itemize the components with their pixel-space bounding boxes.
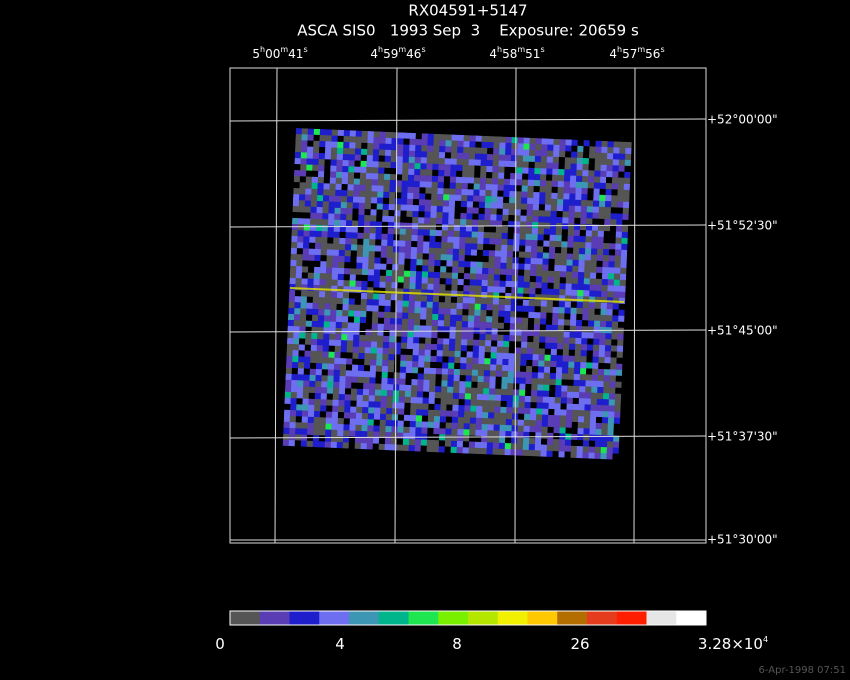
label-part: s: [660, 45, 664, 54]
dec-label: +51°45'00": [707, 324, 778, 338]
axis-label: 4: [335, 635, 345, 653]
colorbar-swatch: [259, 611, 290, 625]
label-part: 00: [265, 47, 280, 61]
label-part: 41: [288, 47, 303, 61]
axis-label: 4h58m51s: [489, 45, 544, 61]
label-part: h: [617, 45, 622, 54]
label-part: 4: [609, 47, 617, 61]
colorbar-swatch: [319, 611, 350, 625]
colorbar-swatch: [408, 611, 439, 625]
label-part: m: [517, 45, 525, 54]
colorbar-swatch: [587, 611, 618, 625]
label-part: 59: [383, 47, 398, 61]
label-part: 5: [252, 47, 260, 61]
colorbar-swatch: [438, 611, 469, 625]
colorbar-swatch: [289, 611, 320, 625]
label-part: s: [303, 45, 307, 54]
dec-label: +52°00'00": [707, 113, 778, 127]
colorbar-swatch: [527, 611, 558, 625]
label-part: 56: [645, 47, 660, 61]
frame: [229, 67, 707, 544]
label-part: h: [497, 45, 502, 54]
label-part: s: [540, 45, 544, 54]
axis-label: 0: [215, 635, 225, 653]
label-part: 4: [370, 47, 378, 61]
label-part: m: [280, 45, 288, 54]
label-part: 26: [570, 635, 589, 653]
label-part: 58: [502, 47, 517, 61]
label-part: 4: [489, 47, 497, 61]
axis-label: 26: [570, 635, 589, 653]
subtitle: ASCA SIS0 1993 Sep 3 Exposure: 20659 s: [297, 22, 639, 40]
date-stamp: 6-Apr-1998 07:51: [759, 665, 846, 676]
dec-label: +51°30'00": [707, 533, 778, 547]
label-part: 8: [452, 635, 462, 653]
axis-label: 3.28×104: [698, 635, 768, 653]
grid: [229, 67, 707, 544]
dec-label: +51°37'30": [707, 430, 778, 444]
label-part: 4: [335, 635, 345, 653]
axis-label: 4h59m46s: [370, 45, 425, 61]
label-part: m: [637, 45, 645, 54]
colorbar-swatch: [378, 611, 409, 625]
colorbar-swatch: [557, 611, 588, 625]
axis-label: 5h00m41s: [252, 45, 307, 61]
streak: [289, 287, 625, 303]
axis-label: 8: [452, 635, 462, 653]
label-part: 0: [215, 635, 225, 653]
colorbar-swatch: [676, 611, 707, 625]
colorbar-swatch: [349, 611, 380, 625]
title: RX04591+5147: [408, 2, 527, 20]
label-part: 46: [406, 47, 421, 61]
colorbar-frame: [229, 610, 707, 626]
colorbar-swatch: [616, 611, 647, 625]
colorbar-swatch: [230, 611, 261, 625]
axis-label: 4h57m56s: [609, 45, 664, 61]
label-part: h: [378, 45, 383, 54]
label-part: s: [421, 45, 425, 54]
colorbar-swatch: [468, 611, 499, 625]
xray-image: [282, 128, 632, 460]
label-part: h: [260, 45, 265, 54]
label-part: 3.28×10: [698, 635, 763, 653]
colorbar-swatch: [497, 611, 528, 625]
label-part: 4: [763, 635, 768, 644]
label-part: m: [398, 45, 406, 54]
label-part: 51: [525, 47, 540, 61]
colorbar-swatch: [646, 611, 677, 625]
label-part: 57: [622, 47, 637, 61]
dec-label: +51°52'30": [707, 219, 778, 233]
